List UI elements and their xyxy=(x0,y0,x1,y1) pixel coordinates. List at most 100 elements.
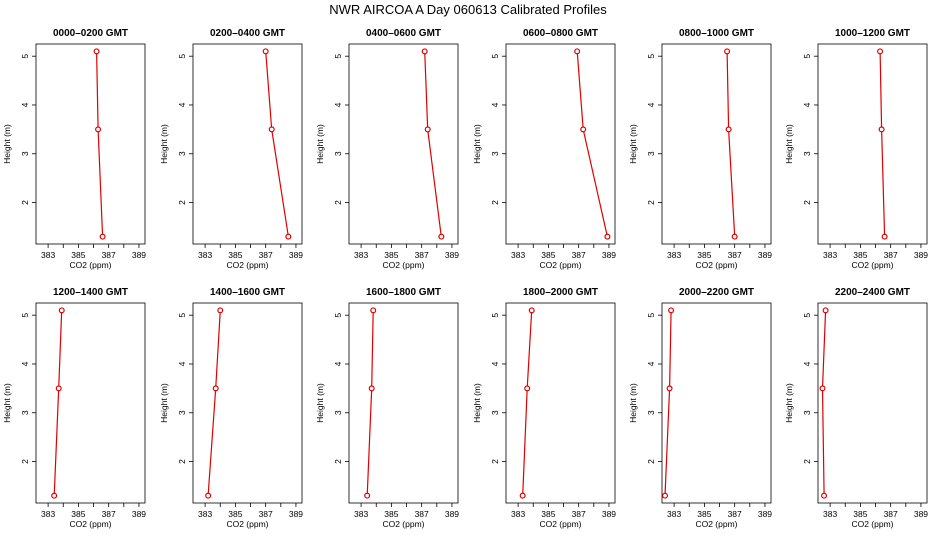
profile-line xyxy=(522,310,533,496)
y-axis-label: Height (m) xyxy=(159,383,169,423)
x-tick-label: 389 xyxy=(445,250,459,260)
x-tick-label: 385 xyxy=(853,250,867,260)
plot-frame xyxy=(348,302,459,504)
panel-2: 0400–0600 GMT 383 385 387 389 2 3 4 5 CO2 (ppm) He… xyxy=(315,28,459,270)
y-tick-label: 4 xyxy=(646,361,656,366)
y-tick-label: 3 xyxy=(802,151,812,156)
data-point xyxy=(212,385,219,392)
y-axis-label: Height (m) xyxy=(784,124,794,164)
x-tick-label: 389 xyxy=(289,250,303,260)
x-tick-label: 385 xyxy=(71,250,85,260)
x-tick-label: 389 xyxy=(289,509,303,519)
x-axis-label: CO2 (ppm) xyxy=(539,260,581,270)
data-point xyxy=(666,385,673,392)
x-tick-label: 385 xyxy=(541,250,555,260)
y-tick-label: 4 xyxy=(490,361,500,366)
y-tick-label: 3 xyxy=(646,151,656,156)
data-point xyxy=(881,233,888,240)
profile-line xyxy=(576,51,608,237)
panel-8: 1600–1800 GMT 383 385 387 389 2 3 4 5 CO2 (ppm) He… xyxy=(315,287,459,529)
data-point xyxy=(604,233,611,240)
data-point xyxy=(877,48,884,55)
x-tick-label: 383 xyxy=(667,509,681,519)
data-point xyxy=(285,233,292,240)
y-axis-label: Height (m) xyxy=(472,124,482,164)
y-tick-label: 2 xyxy=(20,459,30,464)
y-tick-label: 2 xyxy=(490,200,500,205)
data-point xyxy=(528,307,535,314)
y-tick-label: 4 xyxy=(802,102,812,107)
panel-6: 1200–1400 GMT 383 385 387 389 2 3 4 5 CO2 (ppm) He… xyxy=(2,287,146,529)
data-point xyxy=(424,126,431,133)
plot-frame xyxy=(35,43,146,245)
data-point xyxy=(268,126,275,133)
y-tick-label: 5 xyxy=(802,54,812,59)
data-point xyxy=(822,307,829,314)
plot-frame xyxy=(817,302,928,504)
y-tick-label: 2 xyxy=(490,459,500,464)
profile-line xyxy=(53,310,63,496)
profile-line xyxy=(726,51,736,237)
data-point xyxy=(438,233,445,240)
y-tick-label: 5 xyxy=(802,313,812,318)
data-point xyxy=(368,385,375,392)
x-tick-label: 383 xyxy=(41,509,55,519)
x-tick-label: 387 xyxy=(259,250,273,260)
data-point xyxy=(421,48,428,55)
y-tick-label: 5 xyxy=(490,313,500,318)
data-point xyxy=(519,492,526,499)
panel-9: 1800–2000 GMT 383 385 387 389 2 3 4 5 CO2 (ppm) He… xyxy=(472,287,616,529)
panel-1: 0200–0400 GMT 383 385 387 389 2 3 4 5 CO2 (ppm) He… xyxy=(159,28,303,270)
y-tick-label: 5 xyxy=(20,313,30,318)
panel-5: 1000–1200 GMT 383 385 387 389 2 3 4 5 CO2 (ppm) He… xyxy=(784,28,928,270)
y-axis-label: Height (m) xyxy=(628,124,638,164)
profile-line xyxy=(664,310,672,496)
data-point xyxy=(55,385,62,392)
profile-line xyxy=(821,310,827,496)
x-tick-label: 389 xyxy=(914,250,928,260)
x-tick-label: 383 xyxy=(198,250,212,260)
data-point xyxy=(93,48,100,55)
x-tick-label: 383 xyxy=(667,250,681,260)
plot-frame xyxy=(348,43,459,245)
y-tick-label: 3 xyxy=(646,410,656,415)
y-tick-label: 2 xyxy=(802,200,812,205)
y-tick-label: 2 xyxy=(333,200,343,205)
y-tick-label: 2 xyxy=(802,459,812,464)
x-tick-label: 389 xyxy=(445,509,459,519)
x-tick-label: 387 xyxy=(884,250,898,260)
x-axis-label: CO2 (ppm) xyxy=(695,519,737,529)
profile-line xyxy=(96,51,104,237)
data-point xyxy=(580,126,587,133)
panel-10: 2000–2200 GMT 383 385 387 389 2 3 4 5 CO2 (ppm) He… xyxy=(628,287,772,529)
y-axis-label: Height (m) xyxy=(784,383,794,423)
panel-3: 0600–0800 GMT 383 385 387 389 2 3 4 5 CO2 (ppm) He… xyxy=(472,28,616,270)
y-tick-label: 4 xyxy=(490,102,500,107)
plot-frame xyxy=(661,43,772,245)
profile-line xyxy=(879,51,886,237)
y-axis-label: Height (m) xyxy=(628,383,638,423)
panel-title: 0800–1000 GMT xyxy=(679,28,754,39)
x-tick-label: 387 xyxy=(259,509,273,519)
x-tick-label: 383 xyxy=(823,509,837,519)
x-tick-label: 383 xyxy=(511,509,525,519)
x-tick-label: 385 xyxy=(853,509,867,519)
panel-0: 0000–0200 GMT 383 385 387 389 2 3 4 5 CO2 (ppm) He… xyxy=(2,28,146,270)
x-tick-label: 389 xyxy=(132,509,146,519)
panel-11: 2200–2400 GMT 383 385 387 389 2 3 4 5 CO2 (ppm) He… xyxy=(784,287,928,529)
x-axis-label: CO2 (ppm) xyxy=(851,519,893,529)
x-tick-label: 387 xyxy=(415,509,429,519)
y-tick-label: 5 xyxy=(20,54,30,59)
x-tick-label: 383 xyxy=(198,509,212,519)
panel-4: 0800–1000 GMT 383 385 387 389 2 3 4 5 CO2 (ppm) He… xyxy=(628,28,772,270)
x-tick-label: 389 xyxy=(602,250,616,260)
y-tick-label: 4 xyxy=(333,361,343,366)
y-axis-label: Height (m) xyxy=(472,383,482,423)
plot-frame xyxy=(192,302,303,504)
data-point xyxy=(821,492,828,499)
panel-title: 1200–1400 GMT xyxy=(53,287,128,298)
y-tick-label: 5 xyxy=(333,54,343,59)
data-point xyxy=(662,492,669,499)
plot-frame xyxy=(192,43,303,245)
y-tick-label: 3 xyxy=(20,410,30,415)
